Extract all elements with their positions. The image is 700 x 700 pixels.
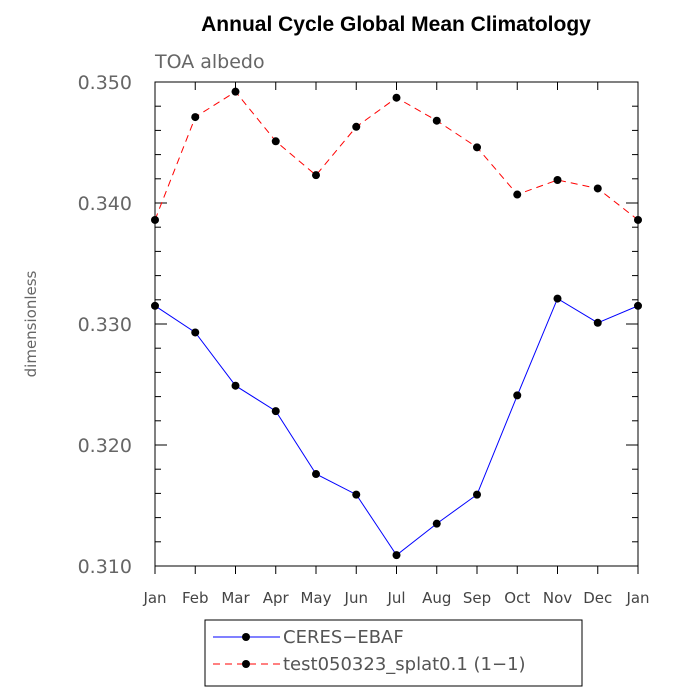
series-0-point [553,294,562,303]
series-0-point [473,490,481,499]
legend: CERES−EBAF test050323_splat0.1 (1−1) [204,619,583,687]
chart-title: Annual Cycle Global Mean Climatology [201,13,591,36]
series-1-point [392,93,401,102]
series-1-point [513,190,522,199]
series-0-point [432,519,441,528]
x-tick-label: Dec [583,589,612,607]
x-tick-label: Oct [504,589,530,607]
series-layer [151,87,642,560]
series-1-point [271,137,280,146]
series-0-point [151,301,159,310]
tick-marks [154,81,639,574]
series-0-point [593,318,602,327]
x-tick-label: Apr [263,589,290,607]
x-tick-label: May [300,589,331,607]
series-1-point [634,215,642,224]
x-tick-label: Mar [221,589,250,607]
series-1-point [191,113,200,122]
series-1-point [593,184,602,193]
legend-marker-ceres [242,633,250,641]
series-1-point [352,122,361,131]
series-0-point [634,301,642,310]
series-0-point [191,328,200,337]
x-tick-label: Feb [182,589,209,607]
y-tick-label: 0.320 [78,435,132,457]
y-tick-label: 0.310 [78,556,132,578]
series-1-point [231,87,240,96]
series-0-point [312,470,320,479]
x-tick-label: Jul [386,589,405,607]
x-tick-label: Nov [543,589,572,607]
y-axis-label: dimensionless [22,270,40,377]
series-1-point [553,176,562,185]
x-tick-label: Sep [463,589,491,607]
x-tick-label: Aug [422,589,451,607]
chart-subtitle: TOA albedo [154,51,265,73]
y-tick-label: 0.350 [78,72,132,94]
legend-box [204,619,583,687]
plot-frame [154,81,639,567]
x-tick-label: Jun [344,589,368,607]
series-0-point [392,551,401,560]
series-line-1 [154,91,639,221]
series-line-0 [154,297,639,556]
legend-label-test: test050323_splat0.1 (1−1) [283,654,526,675]
x-tick-labels: Jan Feb Mar Apr May Jun Jul Aug Sep Oct Nov Dec Jan [142,589,649,607]
series-0-point [352,490,361,499]
y-tick-label: 0.330 [78,314,132,336]
series-1-point [312,171,320,180]
series-1-point [473,143,481,152]
legend-label-ceres: CERES−EBAF [283,627,404,648]
x-tick-label: Jan [625,589,649,607]
y-tick-labels: 0.310 0.320 0.330 0.340 0.350 [78,72,132,578]
series-1-point [151,215,159,224]
series-0-point [513,391,522,400]
x-tick-label: Jan [142,589,166,607]
y-tick-label: 0.340 [78,193,132,215]
legend-marker-test [242,660,250,668]
series-1-point [432,116,441,125]
series-0-point [271,407,280,416]
series-0-point [231,381,240,390]
